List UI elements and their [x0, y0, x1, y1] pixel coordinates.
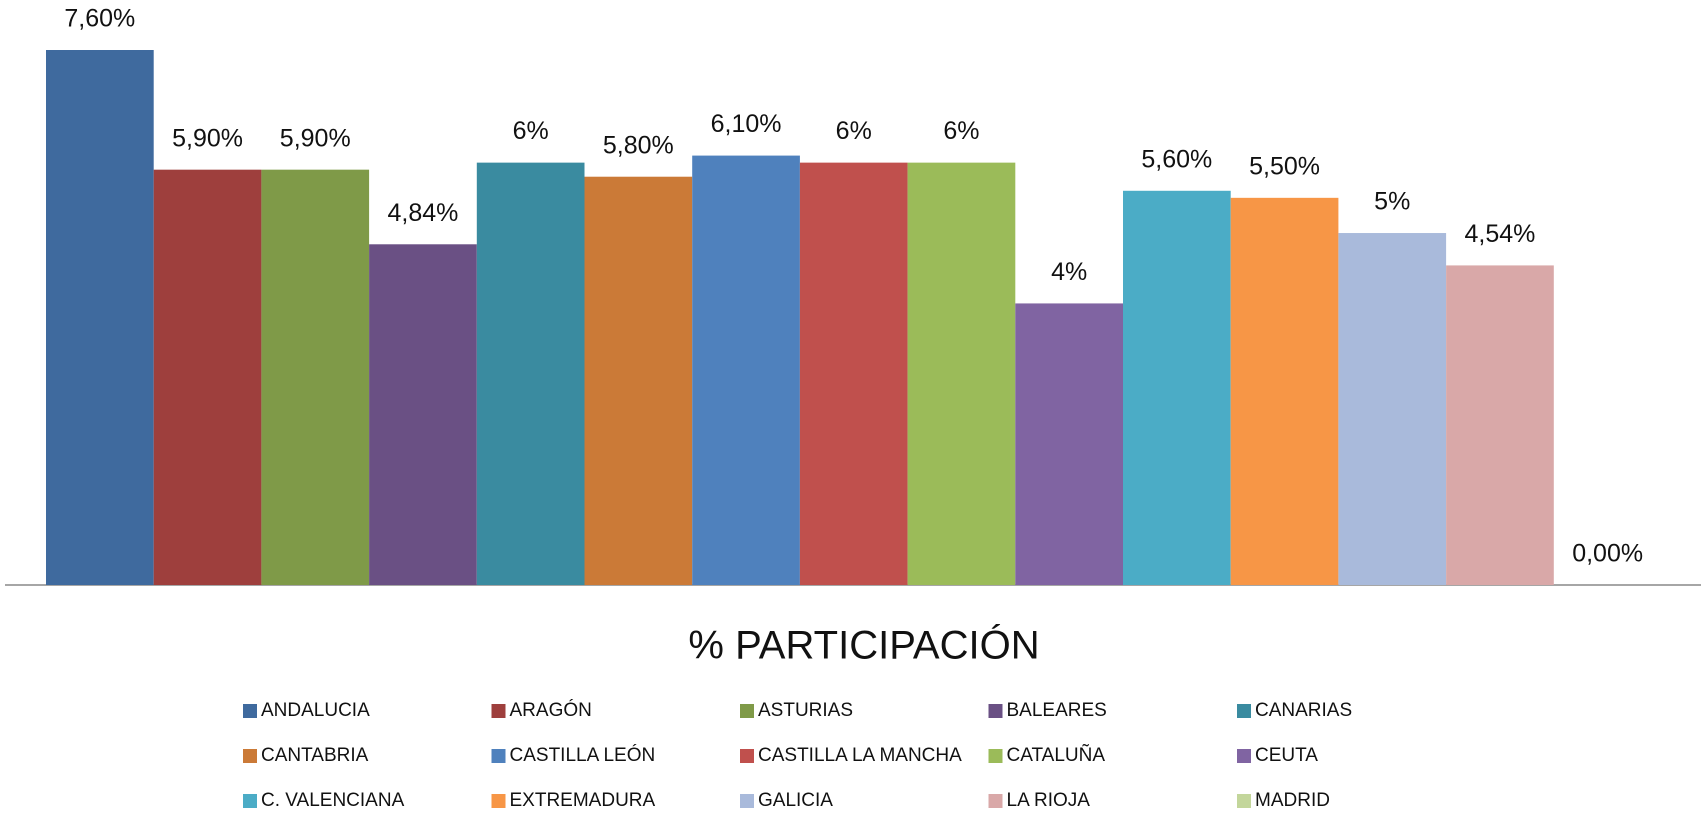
legend-label: ARAGÓN — [510, 699, 592, 721]
data-label: 7,60% — [64, 5, 135, 33]
data-label: 5,90% — [280, 124, 351, 152]
bar — [907, 162, 1016, 585]
data-label: 5,50% — [1249, 152, 1320, 180]
legend-label: CEUTA — [1255, 745, 1318, 766]
legend-label: ASTURIAS — [758, 700, 853, 721]
data-label: 5% — [1374, 188, 1410, 216]
bar — [1338, 233, 1447, 586]
legend-swatch — [1237, 794, 1251, 808]
legend-label: MADRID — [1255, 790, 1330, 811]
bar — [584, 176, 693, 586]
bar — [1123, 190, 1231, 585]
chart-title: % PARTICIPACIÓN — [688, 623, 1039, 668]
legend-swatch — [243, 794, 257, 808]
legend-label: CASTILLA LEÓN — [510, 744, 656, 766]
data-label: 4,54% — [1465, 220, 1536, 248]
data-label: 0,00% — [1572, 540, 1643, 568]
bar — [261, 169, 370, 585]
legend-label: C. VALENCIANA — [261, 790, 405, 811]
legend-swatch — [740, 704, 754, 718]
bar — [799, 162, 908, 585]
bar — [46, 50, 154, 585]
legend-label: BALEARES — [1007, 700, 1107, 721]
legend-label: ANDALUCIA — [261, 700, 370, 721]
legend-label: CATALUÑA — [1007, 744, 1106, 766]
legend-label: EXTREMADURA — [510, 790, 656, 811]
legend-label: GALICIA — [758, 790, 833, 811]
legend-label: CANTABRIA — [261, 745, 369, 766]
legend-swatch — [491, 794, 506, 808]
data-label: 6% — [943, 117, 979, 145]
bar — [369, 244, 477, 585]
legend-label: CANARIAS — [1255, 700, 1352, 721]
legend-swatch — [740, 749, 754, 763]
legend-swatch — [1237, 749, 1251, 763]
legend-swatch — [740, 794, 754, 808]
data-label: 4% — [1051, 258, 1087, 286]
legend-swatch — [1237, 704, 1251, 718]
bar — [476, 162, 585, 585]
data-label: 6,10% — [711, 110, 782, 138]
legend-swatch — [988, 749, 1003, 763]
data-label: 5,80% — [603, 131, 674, 159]
legend-label: CASTILLA LA MANCHA — [758, 745, 962, 766]
legend-label: LA RIOJA — [1007, 790, 1091, 811]
bar — [153, 169, 262, 585]
data-label: 5,60% — [1141, 145, 1212, 173]
data-label: 4,84% — [388, 199, 459, 227]
bar — [1230, 197, 1339, 585]
bar — [1015, 303, 1123, 585]
legend-swatch — [988, 794, 1003, 808]
data-label: 5,90% — [172, 124, 243, 152]
legend-swatch — [243, 749, 257, 763]
legend-swatch — [243, 704, 257, 718]
data-label: 6% — [513, 117, 549, 145]
bar — [692, 155, 800, 585]
legend-swatch — [491, 749, 506, 763]
bar — [1446, 265, 1554, 585]
legend-swatch — [988, 704, 1003, 718]
data-label: 6% — [836, 117, 872, 145]
legend-swatch — [491, 704, 506, 718]
